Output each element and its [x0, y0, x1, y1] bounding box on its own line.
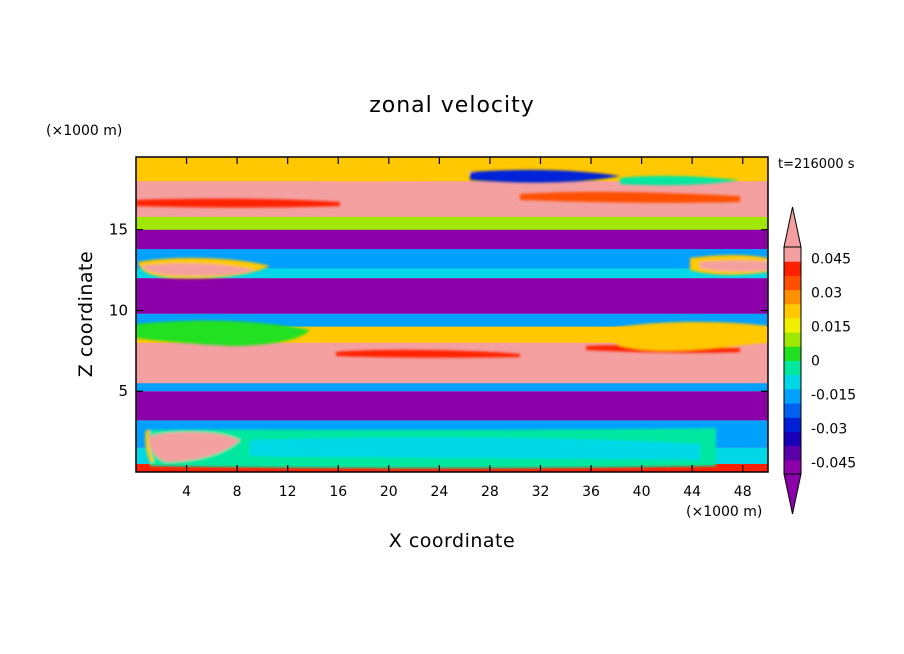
colorbar-segment: [784, 275, 801, 291]
y-axis-ticks: 5 10 15: [109, 221, 768, 400]
velocity-band-4: [136, 383, 768, 392]
colorbar-extend-low: [783, 473, 802, 515]
colorbar-segment: [784, 303, 801, 319]
colorbar-tick-label: 0.03: [811, 285, 842, 301]
colorbar-segment: [784, 431, 801, 447]
colorbar: 0.045 0.03 0.015 0 -0.015 -0.03 -0.045: [783, 206, 856, 515]
colorbar-tick-label: -0.015: [811, 388, 856, 404]
colorbar-tick-label: 0: [811, 354, 820, 370]
colorbar-extend-high: [783, 206, 802, 248]
x-tick-label: 48: [734, 484, 752, 500]
x-tick-label: 44: [683, 484, 701, 500]
x-tick-label: 28: [481, 484, 499, 500]
colorbar-segment: [784, 374, 801, 390]
plot-area: [136, 157, 768, 472]
velocity-band-12: [136, 216, 768, 230]
y-tick-label: 5: [118, 382, 128, 400]
velocity-features: [136, 165, 768, 469]
colorbar-segment: [784, 261, 801, 276]
x-unit-label: (×1000 m): [686, 504, 762, 520]
colorbar-segment: [784, 289, 801, 305]
colorbar-segment: [784, 332, 801, 347]
colorbar-segment: [784, 346, 801, 361]
chart-title: zonal velocity: [369, 93, 535, 118]
x-tick-label: 20: [380, 484, 398, 500]
x-tick-label: 12: [279, 484, 297, 500]
colorbar-segment: [784, 417, 801, 432]
colorbar-segment: [784, 459, 801, 475]
colorbar-tick-label: -0.045: [811, 456, 856, 472]
colorbar-segment: [784, 388, 801, 404]
x-tick-label: 36: [582, 484, 600, 500]
velocity-band-11: [136, 229, 768, 250]
velocity-band-7: [136, 313, 768, 327]
x-tick-label: 32: [532, 484, 550, 500]
colorbar-segment: [784, 445, 801, 461]
x-tick-label: 16: [329, 484, 347, 500]
colorbar-frame: [783, 246, 802, 475]
colorbar-tick-label: 0.045: [811, 251, 851, 267]
x-axis-ticks: 4 8 12 16 20 24 28 32 36 40 44 48: [182, 157, 752, 500]
colorbar-segment: [784, 360, 801, 376]
x-tick-label: 8: [233, 484, 242, 500]
x-tick-label: 4: [182, 484, 191, 500]
colorbar-segment: [784, 317, 801, 333]
colorbar-tick-label: -0.03: [811, 422, 847, 438]
velocity-band-3: [136, 391, 768, 421]
colorbar-tick-label: 0.015: [811, 319, 851, 335]
velocity-band-9: [136, 268, 768, 279]
velocity-band-8: [136, 278, 768, 314]
plot-frame: [135, 156, 769, 473]
colorbar-segment: [784, 247, 801, 262]
y-tick-label: 10: [109, 301, 128, 319]
velocity-band-10: [136, 249, 768, 269]
y-unit-label: (×1000 m): [46, 123, 122, 139]
x-axis-label: X coordinate: [389, 530, 515, 552]
x-tick-label: 24: [430, 484, 448, 500]
colorbar-segment: [784, 403, 801, 418]
y-axis-label: Z coordinate: [75, 251, 97, 377]
time-label: t=216000 s: [778, 157, 855, 172]
y-tick-label: 15: [109, 221, 128, 239]
x-tick-label: 40: [633, 484, 651, 500]
